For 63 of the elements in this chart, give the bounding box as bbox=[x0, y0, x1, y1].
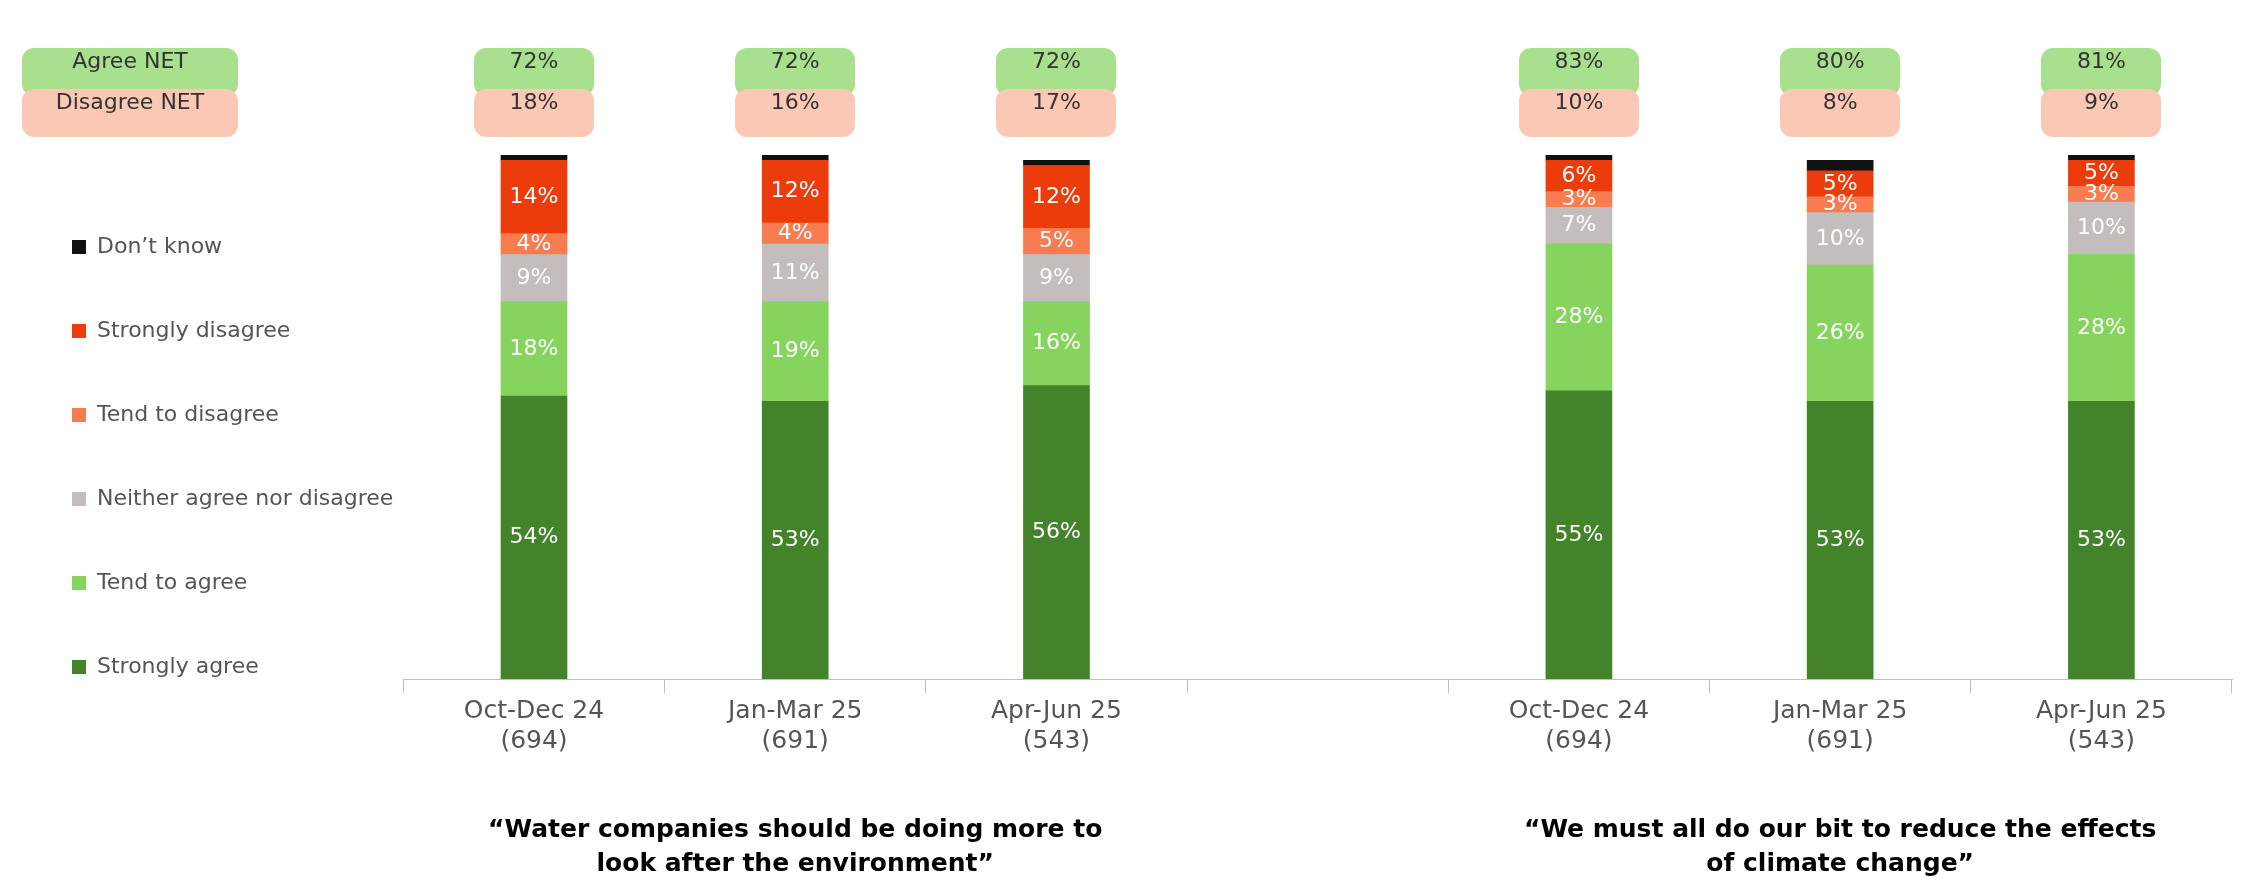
data-label: 19% bbox=[770, 337, 820, 363]
data-label: 18% bbox=[509, 334, 559, 360]
bar bbox=[500, 395, 568, 679]
bar bbox=[2068, 400, 2135, 679]
x-tick-label: Jan-Mar 25 (691) bbox=[1770, 694, 1908, 754]
data-label: 53% bbox=[1815, 525, 1865, 551]
bar bbox=[1806, 400, 1874, 679]
bar bbox=[761, 400, 829, 679]
data-label: 56% bbox=[1032, 518, 1081, 543]
text: “We must all do our bit to reduce the effects of climate change” bbox=[1523, 813, 2158, 879]
data-label: 10% bbox=[2076, 214, 2126, 240]
bar bbox=[2068, 155, 2135, 161]
data-label: 12% bbox=[1032, 182, 1081, 208]
legend-label: Strongly disagree bbox=[97, 316, 291, 342]
data-label: 11% bbox=[770, 258, 820, 284]
bar bbox=[500, 301, 568, 397]
x-tick-label: Jan-Mar 25 (691) bbox=[725, 694, 863, 754]
legend-label: Tend to agree bbox=[96, 568, 248, 594]
bar bbox=[761, 155, 829, 161]
text: “Water companies should be doing more to look after the environment” bbox=[487, 813, 1104, 879]
data-label: 26% bbox=[1815, 318, 1865, 344]
bar bbox=[2068, 254, 2135, 402]
data-label: 10% bbox=[1815, 224, 1865, 250]
data-label: 7% bbox=[1561, 211, 1597, 237]
legend-label: Neither agree nor disagree bbox=[97, 484, 394, 510]
bar bbox=[761, 243, 829, 303]
rounded-label-box: Disagree NET bbox=[22, 89, 238, 137]
legend-label: Tend to disagree bbox=[96, 400, 279, 426]
rounded-label-box: 8% bbox=[1780, 89, 1901, 137]
legend-label: Strongly agree bbox=[97, 652, 259, 678]
rounded-label-box: 16% bbox=[735, 89, 856, 137]
data-label: 14% bbox=[509, 182, 559, 208]
x-tick-label: Apr-Jun 25 (543) bbox=[2035, 694, 2167, 754]
data-label: 28% bbox=[1554, 303, 1604, 329]
data-label: 9% bbox=[516, 263, 552, 289]
bar bbox=[1545, 390, 1613, 679]
data-label: 54% bbox=[509, 523, 559, 549]
data-label: 4% bbox=[777, 219, 813, 245]
data-label: 4% bbox=[516, 229, 552, 255]
bar bbox=[1023, 165, 1090, 229]
bar bbox=[1023, 385, 1090, 679]
bar bbox=[500, 159, 568, 234]
data-label: 5% bbox=[1039, 227, 1074, 253]
data-label: 9% bbox=[1039, 263, 1074, 289]
bar bbox=[1806, 264, 1874, 402]
x-tick-label: Apr-Jun 25 (543) bbox=[991, 694, 1122, 754]
bar bbox=[761, 301, 829, 402]
data-label: 6% bbox=[1561, 161, 1597, 187]
data-label: 53% bbox=[770, 525, 820, 551]
data-label: 12% bbox=[770, 177, 820, 203]
rounded-label-box: 9% bbox=[2041, 89, 2162, 137]
data-label: 55% bbox=[1554, 520, 1604, 546]
x-tick-label: Oct-Dec 24 (694) bbox=[463, 694, 605, 754]
x-tick-label: Oct-Dec 24 (694) bbox=[1508, 694, 1650, 754]
data-label: 53% bbox=[2076, 525, 2126, 551]
data-label: 28% bbox=[2076, 313, 2126, 339]
bar bbox=[761, 159, 829, 224]
bar bbox=[1023, 301, 1090, 386]
legend-label: Don’t know bbox=[97, 232, 223, 258]
bar bbox=[1545, 243, 1613, 392]
data-label: 16% bbox=[1032, 329, 1081, 355]
data-label: 3% bbox=[1561, 185, 1597, 211]
bar bbox=[1023, 254, 1090, 303]
